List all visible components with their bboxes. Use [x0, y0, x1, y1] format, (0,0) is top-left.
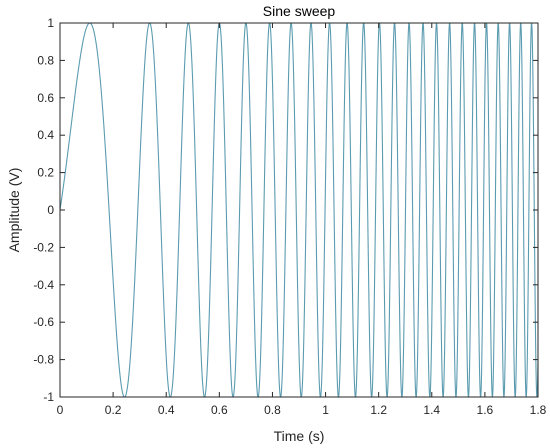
x-tick-label: 0	[57, 403, 64, 417]
y-axis-title: Amplitude (V)	[6, 168, 22, 253]
x-axis: 0 0.2 0.4 0.6 0.8 1 1.2 1.4 1.6 1.8	[57, 23, 547, 417]
x-tick-label: 1.6	[477, 403, 494, 417]
signal-line	[59, 22, 539, 398]
x-tick-label: 0.8	[264, 403, 281, 417]
x-tick-label: 0.2	[105, 403, 122, 417]
y-tick-label: 0.8	[37, 53, 54, 67]
y-tick-label: -1	[43, 390, 54, 404]
chart-title: Sine sweep	[263, 3, 336, 19]
y-tick-label: 0	[47, 203, 54, 217]
y-axis: -1 -0.8 -0.6 -0.4 -0.2 0 0.2 0.4 0.6 0.8 1	[33, 16, 538, 404]
x-tick-label: 0.4	[158, 403, 175, 417]
x-tick-label: 1	[322, 403, 329, 417]
x-tick-label: 1.2	[370, 403, 387, 417]
y-tick-label: -0.2	[33, 240, 54, 254]
y-tick-label: 0.2	[37, 166, 54, 180]
x-tick-label: 1.8	[530, 403, 547, 417]
x-tick-label: 0.6	[211, 403, 228, 417]
y-tick-label: -0.6	[33, 315, 54, 329]
y-tick-label: 0.6	[37, 91, 54, 105]
y-tick-label: -0.4	[33, 278, 54, 292]
y-tick-label: 1	[47, 16, 54, 30]
plot-area	[59, 22, 539, 398]
x-tick-label: 1.4	[423, 403, 440, 417]
x-axis-title: Time (s)	[274, 428, 325, 444]
y-tick-label: 0.4	[37, 128, 54, 142]
y-tick-label: -0.8	[33, 353, 54, 367]
